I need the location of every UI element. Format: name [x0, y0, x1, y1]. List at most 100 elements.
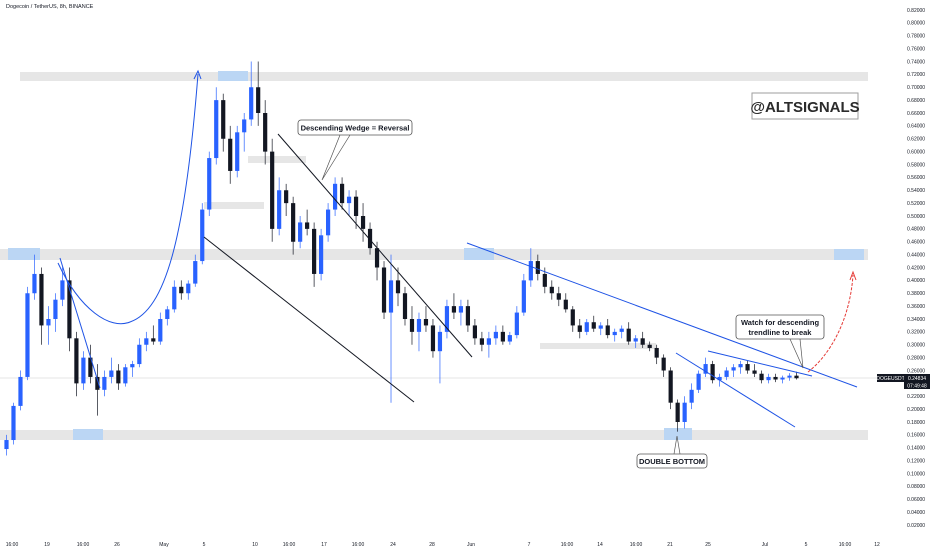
price-axis[interactable]: 0.82000 0.80000 0.78000 0.76000 0.74000 0.720… [907, 8, 925, 529]
symbol-tag-text: DOGEUSDT [876, 376, 904, 382]
x-tick-label: 19 [44, 542, 50, 548]
candle-body [235, 132, 240, 171]
candle-body [249, 87, 254, 120]
y-tick-label: 0.64000 [907, 124, 925, 130]
candle-body [32, 273, 37, 294]
candle-body [423, 319, 429, 326]
candle-body [319, 235, 324, 274]
y-tick-label: 0.80000 [907, 21, 925, 27]
candle [11, 402, 16, 445]
candle [263, 100, 268, 165]
callout-double-bottom-pointer [673, 435, 681, 455]
candle-body [577, 325, 582, 332]
candle [102, 370, 107, 397]
candle-body [193, 261, 198, 284]
candle [172, 280, 177, 313]
candle-body [214, 100, 219, 159]
candle-body [277, 190, 282, 229]
callout-double-bottom-text: DOUBLE BOTTOM [639, 457, 705, 466]
callout-watch-line1: Watch for descending [741, 318, 819, 327]
zones [0, 71, 868, 440]
x-tick-label: 16:00 [352, 542, 365, 548]
candle [514, 306, 519, 339]
x-tick-label: 21 [667, 542, 673, 548]
candle [116, 364, 121, 390]
left-descending-line [59, 257, 101, 389]
candle-body [67, 280, 72, 339]
candle-body [535, 261, 540, 274]
candle [67, 267, 72, 352]
cup-arrow-head [193, 69, 202, 80]
y-tick-label: 0.82000 [907, 8, 925, 14]
candle [214, 87, 219, 165]
y-tick-label: 0.16000 [907, 433, 925, 439]
candle-body [479, 338, 484, 345]
candle-body [221, 100, 226, 139]
candle [353, 190, 359, 229]
x-tick-label: 17 [321, 542, 327, 548]
x-tick-label: 25 [705, 542, 711, 548]
candle [165, 306, 170, 326]
candle-body [298, 222, 303, 242]
candle [549, 280, 554, 300]
candle [18, 370, 23, 411]
candle [633, 335, 638, 348]
candle [500, 325, 505, 345]
candle-body [654, 347, 659, 358]
y-tick-label: 0.46000 [907, 240, 925, 246]
candle [332, 177, 338, 216]
candle [242, 113, 247, 152]
candle-body [444, 306, 450, 332]
candle-body [11, 405, 16, 441]
candle [640, 331, 645, 348]
candle-body [284, 190, 289, 204]
candle-body [137, 344, 142, 365]
candle-body [486, 338, 491, 345]
candle [598, 322, 603, 336]
callout-watch-line2: trendline to break [749, 328, 813, 337]
y-tick-label: 0.42000 [907, 265, 925, 271]
candle-body [151, 338, 156, 342]
candle-body [74, 338, 79, 384]
candle [228, 125, 233, 184]
candle-body [514, 312, 519, 336]
highlight-top-peak [218, 71, 248, 81]
candle-body [312, 228, 317, 274]
main-descending-trendline [466, 242, 858, 388]
candle [493, 325, 498, 345]
candle [291, 196, 296, 255]
candle-body [430, 325, 436, 352]
candle-body [647, 344, 652, 348]
candle-body [158, 319, 163, 342]
candle-body [668, 370, 673, 403]
candle [39, 267, 44, 345]
candle [661, 354, 666, 377]
candle [25, 286, 30, 381]
candle [689, 383, 694, 410]
candle [221, 93, 226, 152]
candle-body [528, 261, 533, 281]
candle-body [738, 364, 743, 368]
candle [360, 203, 366, 242]
candle [95, 364, 100, 416]
y-tick-label: 0.70000 [907, 85, 925, 91]
candle-body [88, 357, 93, 377]
time-axis[interactable]: 16:00 19 16:00 26 May 5 10 16:00 17 16:00 24 28 Jun 7… [6, 542, 880, 548]
candle-body [207, 158, 212, 210]
y-tick-label: 0.66000 [907, 111, 925, 117]
candle [144, 331, 149, 352]
x-tick-label: 16:00 [839, 542, 852, 548]
callout-watch-pointer [789, 338, 804, 369]
candle-body [60, 280, 65, 300]
x-tick-label: 16:00 [6, 542, 19, 548]
candle-body [703, 364, 708, 374]
candle [780, 375, 785, 384]
candle-body [773, 376, 778, 380]
candle [668, 367, 673, 410]
candle [731, 364, 736, 377]
callout-wedge-box [297, 119, 413, 136]
x-tick-label: 16:00 [561, 542, 574, 548]
y-tick-label: 0.68000 [907, 98, 925, 104]
candle [53, 293, 58, 332]
